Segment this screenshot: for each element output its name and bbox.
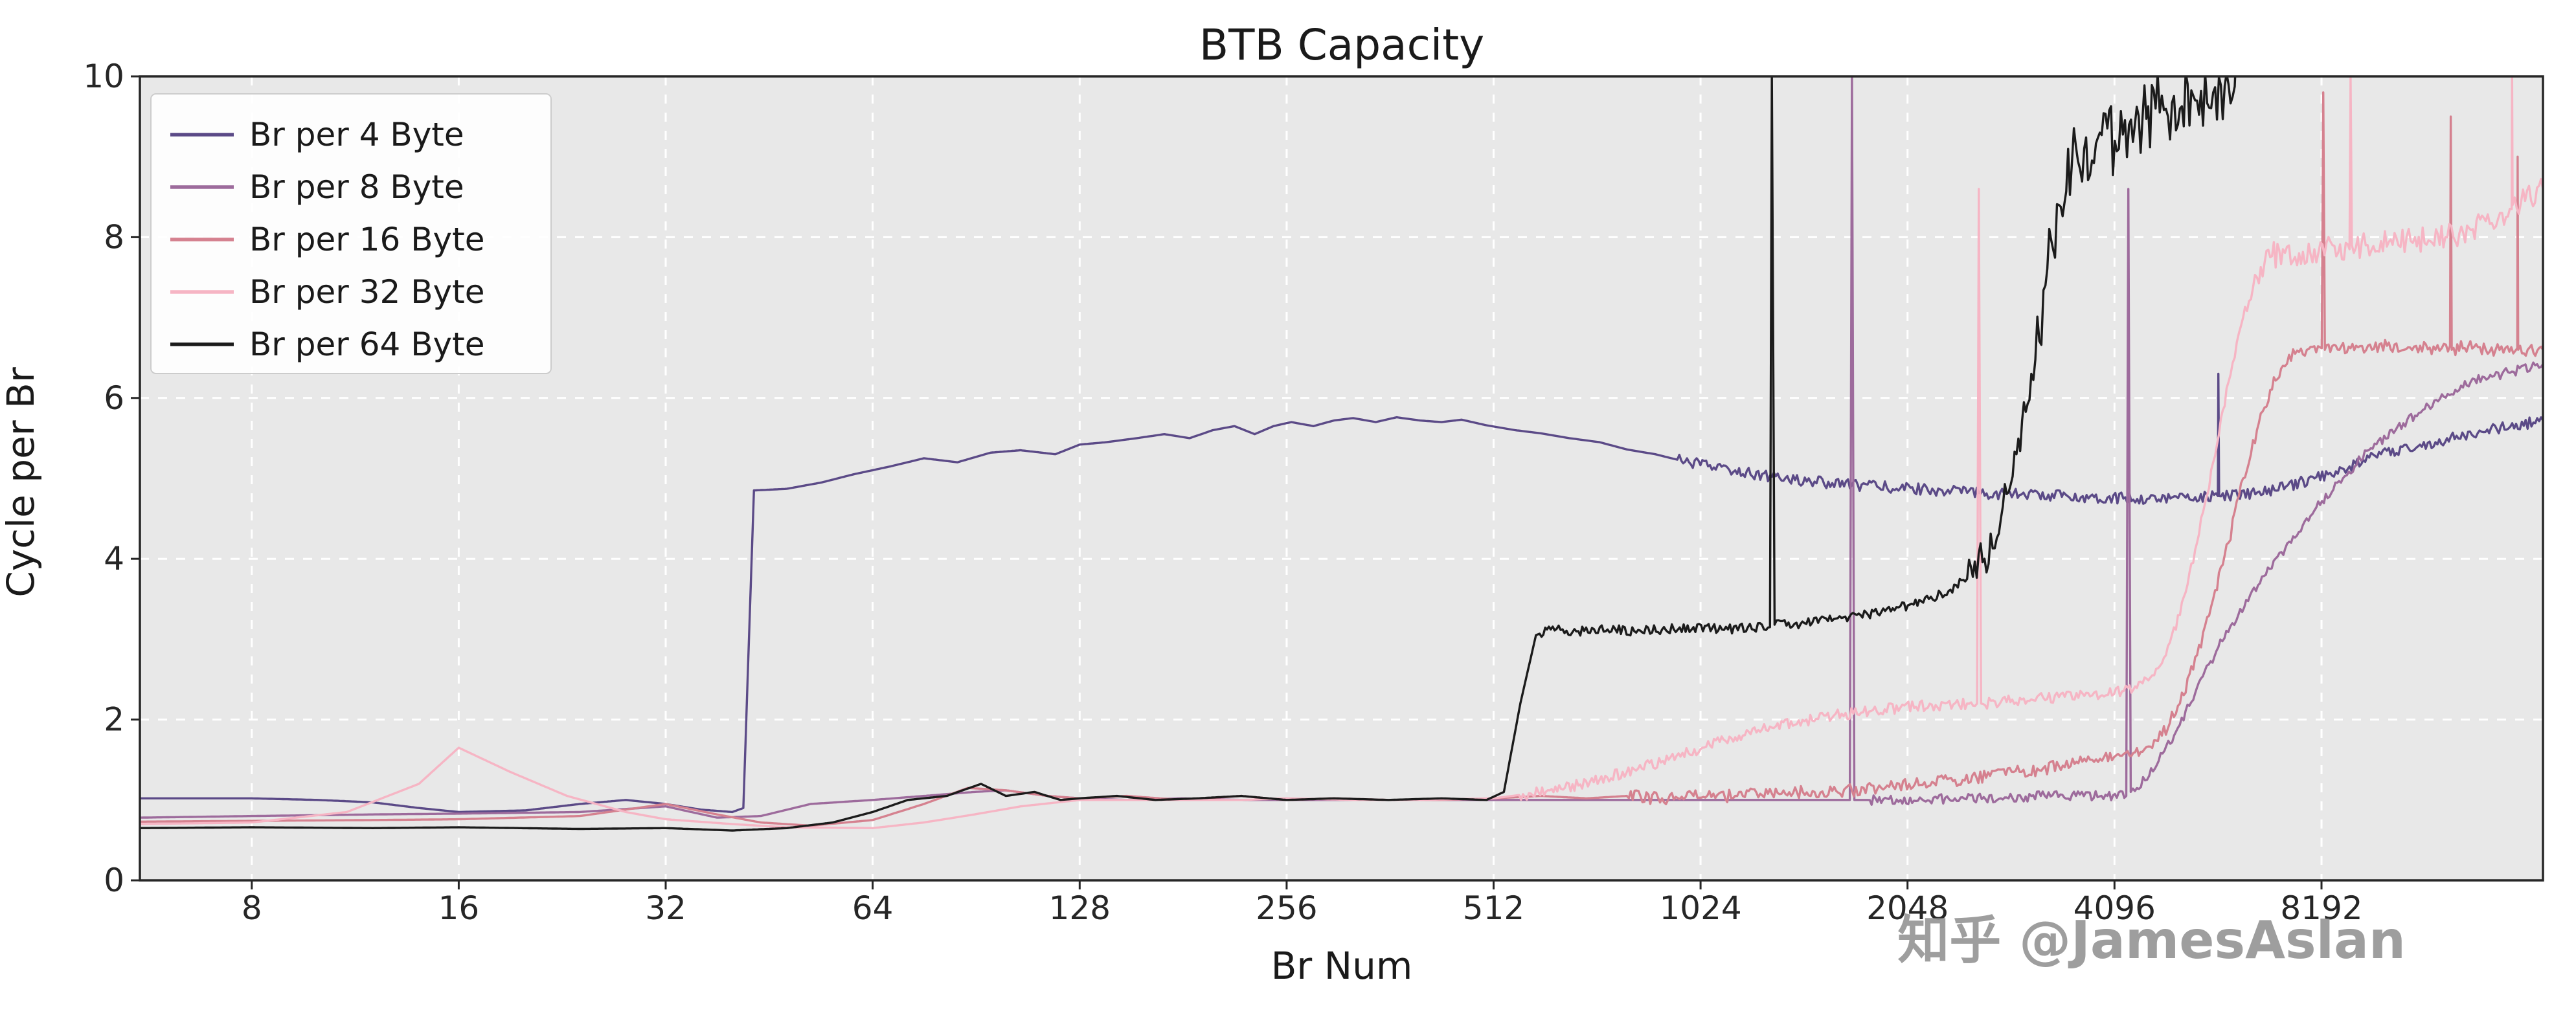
x-tick-label: 1024 (1659, 889, 1741, 927)
x-tick-label: 4096 (2073, 889, 2156, 927)
legend-label: Br per 32 Byte (249, 273, 484, 311)
x-tick-label: 32 (645, 889, 686, 927)
series-line-br-per-4-byte (140, 372, 2543, 814)
watermark-text: 知乎 @JamesAslan (1897, 910, 2406, 970)
x-tick-label: 8 (242, 889, 262, 927)
legend-label: Br per 16 Byte (249, 221, 484, 258)
y-tick-label: 0 (104, 862, 124, 899)
y-tick-label: 4 (104, 540, 124, 577)
x-tick-label: 8192 (2280, 889, 2362, 927)
series-lines (140, 76, 2543, 832)
x-tick-label: 512 (1463, 889, 1524, 927)
legend-box (150, 93, 552, 374)
y-tick-label: 6 (104, 379, 124, 417)
legend-label: Br per 64 Byte (249, 326, 484, 363)
x-tick-label: 64 (852, 889, 894, 927)
y-axis-label: Cycle per Br (0, 367, 43, 597)
axes-ticks-legend: 8 16 32 64 128 256 512 1024 2048 4096 8192 0 2 4 6 8 10 B… (83, 58, 2544, 927)
x-tick-label: 16 (438, 889, 480, 927)
series-line-br-per-64-byte (140, 76, 2237, 832)
plot-frame (139, 75, 2544, 882)
y-tick-label: 8 (104, 218, 124, 256)
legend-label: Br per 8 Byte (249, 168, 464, 206)
legend-label: Br per 4 Byte (249, 116, 464, 153)
x-tick-label: 2048 (1866, 889, 1949, 927)
x-tick-label: 128 (1049, 889, 1111, 927)
x-tick-label: 256 (1256, 889, 1317, 927)
x-axis-label: Br Num (1271, 944, 1413, 988)
y-tick-label: 10 (83, 58, 124, 95)
y-tick-label: 2 (104, 701, 124, 739)
chart-title: BTB Capacity (1199, 20, 1484, 70)
